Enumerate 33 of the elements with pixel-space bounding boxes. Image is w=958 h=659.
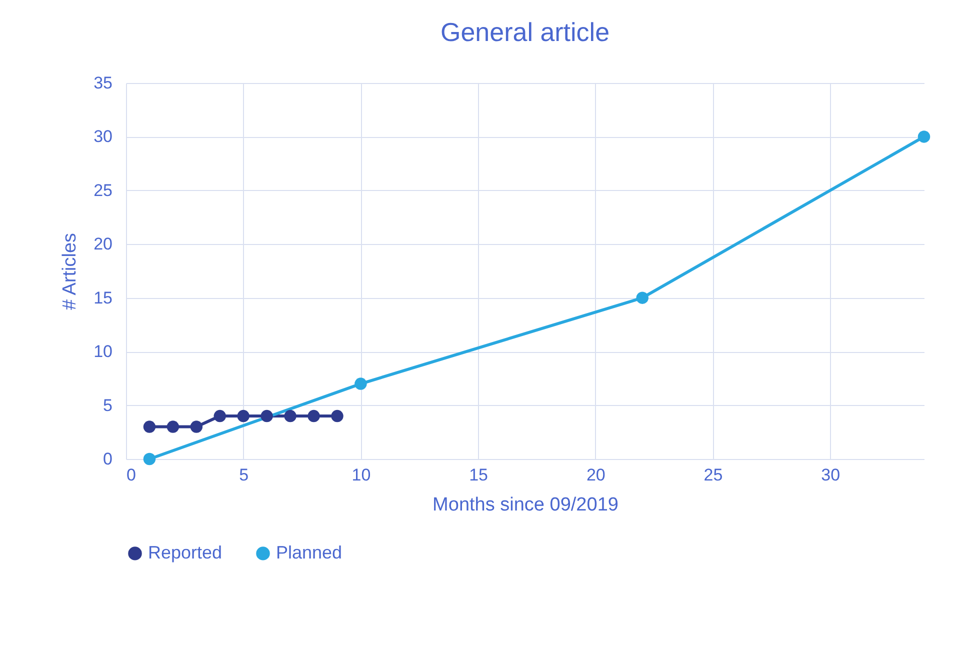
point [284, 410, 296, 422]
point [308, 410, 320, 422]
point [636, 292, 648, 304]
x-tick-label: 15 [469, 466, 488, 484]
y-axis-title: # Articles [60, 232, 81, 310]
point [260, 410, 273, 422]
x-axis-title: Months since 09/2019 [432, 494, 618, 516]
y-tick-label: 25 [94, 180, 112, 200]
x-tick-label: 30 [821, 466, 840, 484]
legend-label: Planned [276, 542, 342, 562]
x-tick-label: 10 [352, 466, 371, 484]
point [354, 378, 367, 390]
y-tick-label: 35 [94, 74, 112, 92]
y-tick-label: 20 [94, 234, 112, 254]
chart-title: General article [440, 17, 610, 47]
y-tick-label: 30 [94, 127, 112, 146]
point [190, 420, 203, 433]
x-tick-label: 5 [239, 466, 249, 484]
point [143, 420, 156, 433]
point [143, 452, 156, 466]
x-tick-label: 0 [126, 466, 136, 484]
y-tick-label: 10 [94, 342, 112, 362]
point [166, 420, 180, 433]
x-tick-label: 25 [704, 466, 723, 484]
point [918, 130, 930, 143]
point [331, 410, 344, 422]
y-tick-label: 0 [103, 450, 112, 468]
point [237, 410, 250, 422]
x-tick-label: 20 [586, 466, 606, 484]
point [214, 410, 226, 422]
legend-label: Reported [148, 542, 222, 562]
y-tick-label: 5 [103, 396, 112, 415]
y-tick-label: 15 [94, 288, 112, 308]
